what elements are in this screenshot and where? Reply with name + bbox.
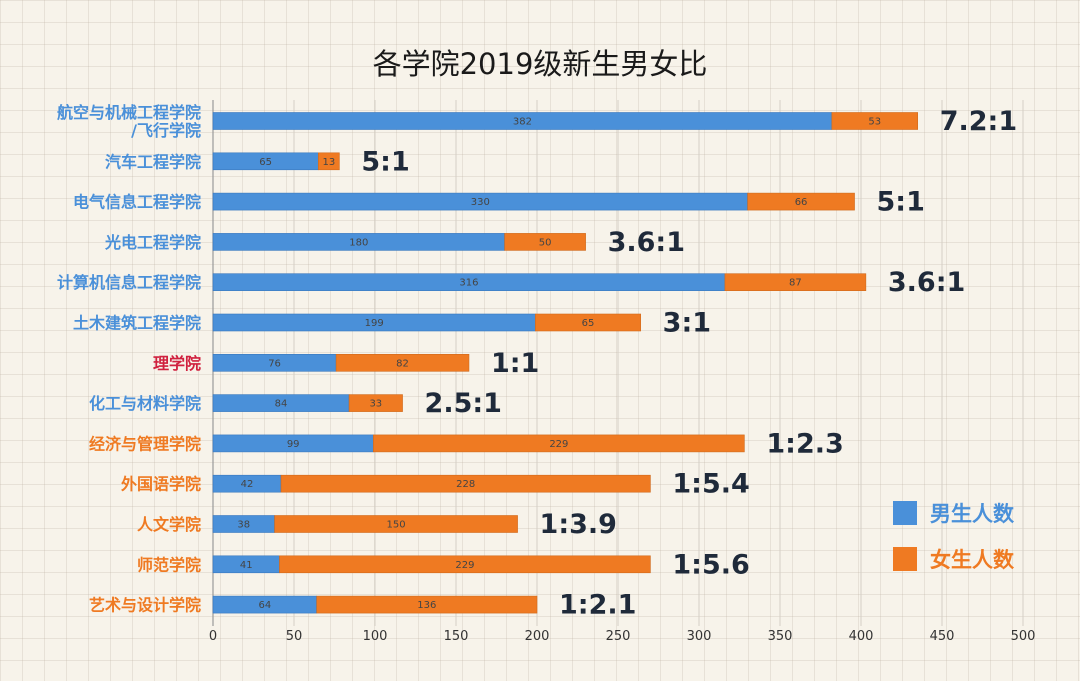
bar-male-value: 84: [275, 399, 288, 410]
category-label: 师范学院: [137, 555, 201, 574]
bar-female: [724, 273, 867, 292]
bar-female-value: 228: [456, 479, 475, 490]
bar-male-value: 382: [513, 117, 532, 128]
bar-male-value: 38: [237, 520, 250, 531]
bar-female: [316, 595, 538, 614]
ratio-annotation: 5:1: [877, 187, 925, 218]
ratio-annotation: 3:1: [663, 308, 711, 339]
x-tick-label: 250: [606, 629, 631, 644]
x-tick-label: 450: [930, 629, 955, 644]
bar-male-value: 41: [240, 560, 253, 571]
x-tick-label: 350: [768, 629, 793, 644]
x-tick-label: 400: [849, 629, 874, 644]
bar-female-value: 150: [387, 520, 406, 531]
category-label: 汽车工程学院: [105, 152, 201, 171]
bar-female-value: 229: [455, 560, 474, 571]
category-label: 电气信息工程学院: [73, 193, 201, 212]
bar-female: [335, 353, 470, 372]
category-label: 理学院: [153, 354, 201, 373]
ratio-annotation: 1:5.4: [672, 469, 749, 500]
bar-female-value: 33: [369, 399, 382, 410]
bar-female-value: 229: [549, 439, 568, 450]
ratio-annotation: 5:1: [361, 146, 409, 177]
legend-label: 女生人数: [930, 548, 1015, 572]
bar-female: [747, 192, 855, 211]
bar-female-value: 87: [789, 278, 802, 289]
ratio-annotation: 1:2.1: [559, 590, 636, 621]
bar-female-value: 53: [868, 117, 881, 128]
ratio-annotation: 1:2.3: [766, 428, 843, 459]
bar-male-value: 65: [259, 157, 272, 168]
bar-female: [831, 112, 919, 130]
bar-female-value: 66: [795, 197, 808, 208]
ratio-annotation: 3.6:1: [608, 227, 685, 258]
bar-female: [535, 313, 641, 332]
bar-female: [274, 515, 518, 533]
bar-male-value: 180: [349, 237, 368, 248]
bar-female: [280, 474, 651, 493]
category-label: 艺术与设计学院: [89, 596, 201, 615]
ratio-annotation: 3.6:1: [888, 267, 965, 298]
bar-female-value: 13: [322, 157, 335, 168]
bar-female: [504, 233, 586, 251]
category-label: 经济与管理学院: [89, 434, 201, 453]
bar-female-value: 82: [396, 358, 409, 369]
legend-label: 男生人数: [930, 502, 1015, 526]
bar-female: [348, 394, 403, 412]
bar-male-value: 330: [471, 197, 490, 208]
bar-female: [317, 152, 340, 171]
ratio-annotation: 2.5:1: [425, 388, 502, 419]
bar-female-value: 65: [582, 318, 595, 329]
category-label: 光电工程学院: [104, 233, 201, 252]
bar-male-value: 42: [241, 479, 254, 490]
ratio-annotation: 1:1: [491, 348, 539, 379]
x-tick-label: 500: [1011, 629, 1036, 644]
bar-female: [373, 434, 745, 453]
bar-male-value: 64: [258, 600, 271, 611]
legend-swatch: [893, 501, 917, 525]
bar-male-value: 199: [365, 318, 384, 329]
x-tick-label: 100: [363, 629, 388, 644]
bar-female-value: 50: [539, 237, 552, 248]
category-label: 计算机信息工程学院: [57, 273, 201, 292]
x-tick-label: 50: [286, 629, 303, 644]
category-label: 化工与材料学院: [89, 394, 201, 413]
ratio-annotation: 1:5.6: [672, 549, 749, 580]
category-label: 外国语学院: [120, 475, 201, 494]
chart-title: 各学院2019级新生男女比: [373, 47, 708, 81]
bar-male-value: 99: [287, 439, 300, 450]
legend-swatch: [893, 547, 917, 571]
bar-male-value: 76: [268, 358, 281, 369]
ratio-annotation: 1:3.9: [540, 509, 617, 540]
ratio-annotation: 7.2:1: [940, 106, 1017, 137]
x-tick-label: 0: [209, 629, 217, 644]
category-label: 土木建筑工程学院: [73, 314, 201, 333]
category-label: 航空与机械工程学院/飞行学院: [57, 103, 201, 140]
bar-female-value: 136: [417, 600, 436, 611]
x-tick-label: 150: [444, 629, 469, 644]
bar-female: [279, 555, 651, 574]
plot-area: 0 50 100 150 200 250 300 350 400 450 500 航空与机械工程学院/…: [57, 100, 1035, 644]
bar-male-value: 316: [459, 278, 478, 289]
category-label: 人文学院: [137, 515, 201, 534]
x-tick-label: 200: [525, 629, 550, 644]
x-tick-label: 300: [687, 629, 712, 644]
